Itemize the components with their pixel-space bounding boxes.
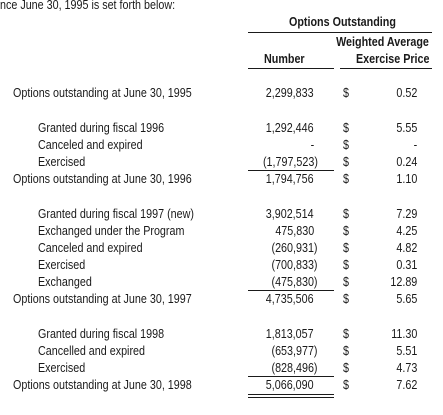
row-label: Exercised	[38, 361, 86, 375]
weighted-average-header: Weighted Average	[336, 35, 429, 49]
subtotal-rule	[248, 376, 334, 377]
row-price: 7.29	[396, 207, 417, 221]
row-currency: $	[343, 378, 349, 392]
row-label: Options outstanding at June 30, 1996	[13, 172, 192, 186]
row-currency: $	[343, 258, 349, 272]
row-currency: $	[343, 207, 349, 221]
header-rule	[248, 32, 432, 33]
row-currency: $	[343, 121, 349, 135]
row-price: 0.52	[396, 86, 417, 100]
row-price: 4.82	[396, 241, 417, 255]
row-label: Granted during fiscal 1997 (new)	[38, 207, 194, 221]
number-header: Number	[264, 52, 305, 66]
subtotal-rule	[248, 170, 334, 171]
row-price: -	[413, 138, 417, 152]
row-price: 0.24	[396, 155, 417, 169]
row-number: 1,794,756	[266, 172, 314, 186]
row-number: 1,813,057	[266, 327, 314, 341]
row-currency: $	[343, 292, 349, 306]
row-price: 4.25	[396, 224, 417, 238]
row-currency: $	[343, 327, 349, 341]
row-price: 0.31	[396, 258, 417, 272]
row-label: Options outstanding at June 30, 1998	[13, 378, 192, 392]
row-currency: $	[343, 241, 349, 255]
row-number: (1,797,523)	[263, 155, 318, 169]
row-label: Options outstanding at June 30, 1995	[13, 86, 192, 100]
row-number: 1,292,446	[266, 121, 314, 135]
row-number: (653,977)	[271, 344, 318, 358]
row-label: Granted during fiscal 1996	[38, 121, 165, 135]
total-double-rule	[248, 397, 334, 398]
row-label: Cancelled and expired	[38, 344, 145, 358]
row-number: (260,931)	[271, 241, 318, 255]
row-number: 5,066,090	[266, 378, 314, 392]
row-number: -	[310, 138, 314, 152]
options-outstanding-header: Options Outstanding	[289, 15, 396, 29]
intro-text: nce June 30, 1995 is set forth below:	[0, 0, 176, 12]
row-label: Canceled and expired	[38, 241, 143, 255]
price-header-rule	[340, 68, 432, 69]
row-currency: $	[343, 138, 349, 152]
row-currency: $	[343, 224, 349, 238]
row-currency: $	[343, 155, 349, 169]
subtotal-rule	[248, 290, 334, 291]
row-number: (828,496)	[271, 361, 318, 375]
row-currency: $	[343, 172, 349, 186]
row-number: 3,902,514	[266, 207, 314, 221]
row-label: Exchanged under the Program	[38, 224, 185, 238]
row-number: 2,299,833	[266, 86, 314, 100]
row-currency: $	[343, 344, 349, 358]
row-price: 11.30	[390, 327, 417, 341]
row-number: 475,830	[275, 224, 314, 238]
row-label: Options outstanding at June 30, 1997	[13, 292, 192, 306]
number-header-rule	[248, 68, 334, 69]
total-double-rule	[248, 394, 334, 395]
row-price: 7.62	[396, 378, 417, 392]
row-price: 1.10	[396, 172, 417, 186]
row-label: Exercised	[38, 258, 86, 272]
row-price: 4.73	[396, 361, 417, 375]
row-currency: $	[343, 361, 349, 375]
row-price: 5.51	[396, 344, 417, 358]
row-price: 5.65	[396, 292, 417, 306]
row-currency: $	[343, 86, 349, 100]
row-number: (700,833)	[271, 258, 318, 272]
exercise-price-header: Exercise Price	[355, 52, 429, 66]
row-currency: $	[343, 275, 349, 289]
row-label: Exercised	[38, 155, 86, 169]
row-price: 12.89	[390, 275, 417, 289]
row-label: Exchanged	[38, 275, 92, 289]
row-price: 5.55	[396, 121, 417, 135]
row-label: Canceled and expired	[38, 138, 143, 152]
row-number: (475,830)	[271, 275, 318, 289]
row-number: 4,735,506	[266, 292, 314, 306]
row-label: Granted during fiscal 1998	[38, 327, 165, 341]
